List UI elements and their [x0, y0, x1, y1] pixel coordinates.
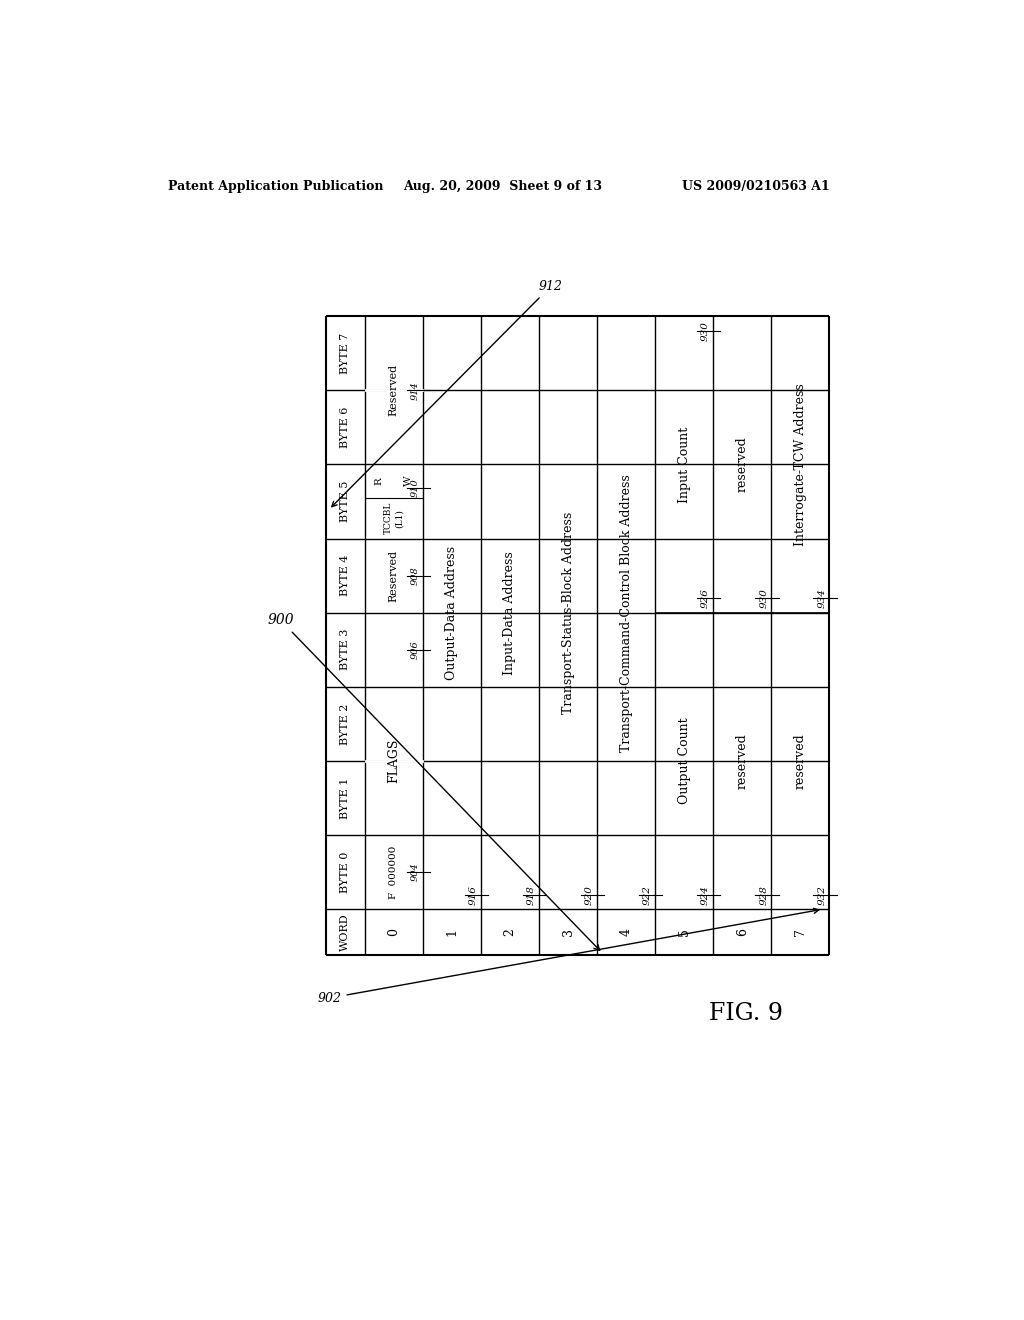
Text: 932: 932 — [817, 884, 826, 904]
Text: BYTE 4: BYTE 4 — [340, 554, 350, 597]
Text: Input Count: Input Count — [678, 426, 690, 503]
Text: BYTE 2: BYTE 2 — [340, 704, 350, 744]
Text: 930: 930 — [701, 321, 711, 341]
Text: R: R — [375, 478, 384, 484]
Text: 3: 3 — [561, 928, 574, 936]
Text: BYTE 5: BYTE 5 — [340, 480, 350, 523]
Text: 926: 926 — [701, 589, 711, 609]
Text: 4: 4 — [620, 928, 633, 936]
Text: reserved: reserved — [794, 733, 807, 789]
Text: WORD: WORD — [340, 913, 350, 952]
Text: 900: 900 — [267, 614, 600, 950]
Text: BYTE 0: BYTE 0 — [340, 851, 350, 892]
Text: 924: 924 — [701, 884, 711, 904]
Text: 6: 6 — [736, 928, 749, 936]
Text: 904: 904 — [411, 863, 420, 882]
Text: US 2009/0210563 A1: US 2009/0210563 A1 — [682, 180, 829, 193]
Text: Interrogate-TCW Address: Interrogate-TCW Address — [794, 383, 807, 546]
Text: Input-Data Address: Input-Data Address — [504, 550, 516, 675]
Text: Reserved: Reserved — [389, 364, 398, 416]
Text: 912: 912 — [332, 280, 562, 507]
Text: 914: 914 — [411, 381, 420, 400]
Text: Output Count: Output Count — [678, 718, 690, 804]
Text: 916: 916 — [469, 884, 478, 904]
Text: 906: 906 — [411, 640, 420, 659]
Text: Output-Data Address: Output-Data Address — [445, 545, 459, 680]
Text: 930: 930 — [759, 589, 768, 609]
Text: 902: 902 — [317, 908, 819, 1005]
Text: 910: 910 — [411, 478, 420, 498]
Text: Aug. 20, 2009  Sheet 9 of 13: Aug. 20, 2009 Sheet 9 of 13 — [403, 180, 602, 193]
Text: 918: 918 — [527, 884, 536, 904]
Text: 2: 2 — [504, 928, 516, 936]
Text: F  000000: F 000000 — [389, 845, 398, 899]
Text: Transport-Command-Control Block Address: Transport-Command-Control Block Address — [620, 474, 633, 751]
Text: 934: 934 — [817, 589, 826, 609]
Text: BYTE 3: BYTE 3 — [340, 630, 350, 671]
Text: FIG. 9: FIG. 9 — [710, 1002, 783, 1024]
Text: 1: 1 — [445, 928, 459, 936]
Text: 908: 908 — [411, 566, 420, 585]
Text: Patent Application Publication: Patent Application Publication — [168, 180, 384, 193]
Text: reserved: reserved — [736, 733, 749, 789]
Text: 922: 922 — [643, 884, 652, 904]
Text: TCCBL
(L1): TCCBL (L1) — [384, 502, 403, 535]
Text: 5: 5 — [678, 928, 690, 936]
Text: Transport-Status-Block Address: Transport-Status-Block Address — [561, 512, 574, 714]
Text: BYTE 7: BYTE 7 — [340, 333, 350, 374]
Text: FLAGS: FLAGS — [387, 739, 400, 783]
Text: 928: 928 — [759, 884, 768, 904]
Text: 7: 7 — [794, 928, 807, 936]
Text: 0: 0 — [387, 928, 400, 936]
Text: Reserved: Reserved — [389, 549, 398, 602]
Text: BYTE 1: BYTE 1 — [340, 777, 350, 818]
Text: W: W — [403, 475, 413, 487]
Text: reserved: reserved — [736, 437, 749, 492]
Text: 920: 920 — [585, 884, 594, 904]
Text: BYTE 6: BYTE 6 — [340, 407, 350, 447]
